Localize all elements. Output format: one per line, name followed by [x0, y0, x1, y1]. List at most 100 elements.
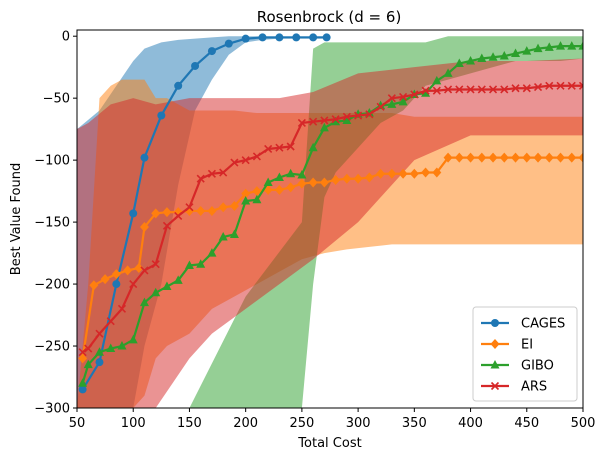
x-tick-label: 350 — [402, 416, 427, 431]
y-tick-label: 0 — [62, 30, 70, 45]
data-point-ei — [134, 262, 144, 273]
series-line-gibo — [81, 45, 583, 384]
y-axis: 0 −50 −100 −150 −200 −250 −300 — [34, 30, 77, 417]
data-point-ars — [331, 115, 340, 124]
data-point-cages — [112, 280, 121, 289]
data-point-ei — [477, 152, 487, 163]
legend-label-gibo: GIBO — [521, 359, 554, 374]
data-point-ars — [545, 81, 554, 90]
data-point-ei — [488, 152, 498, 163]
data-point-gibo — [556, 41, 566, 50]
data-point-ei — [364, 172, 374, 183]
data-point-ei — [196, 205, 206, 216]
data-point-ei — [421, 167, 431, 178]
data-point-ars — [567, 81, 576, 90]
x-tick-label: 250 — [289, 416, 314, 431]
data-point-ei — [331, 174, 341, 185]
data-point-ei — [162, 207, 172, 218]
data-point-ei — [139, 222, 149, 233]
data-point-ei — [432, 167, 442, 178]
data-point-gibo — [106, 343, 116, 353]
x-axis-label: Total Cost — [297, 436, 361, 451]
data-point-ars — [117, 304, 127, 313]
data-point-gibo — [162, 281, 172, 291]
legend-label-ei: EI — [521, 338, 533, 353]
legend-marker-ei — [490, 339, 500, 349]
x-tick-label: 500 — [571, 416, 595, 431]
data-point-ars — [466, 85, 475, 94]
series-line-ei — [81, 156, 583, 359]
series-lines — [78, 33, 583, 394]
data-point-gibo — [151, 287, 161, 297]
y-tick-label: −300 — [34, 402, 70, 417]
data-point-gibo — [196, 259, 206, 268]
data-point-gibo — [218, 231, 228, 241]
data-point-gibo — [83, 359, 93, 369]
data-point-cages — [191, 61, 200, 70]
plot-frame — [76, 29, 584, 409]
data-point-ars — [129, 280, 138, 289]
chart-title: Rosenbrock (d = 6) — [257, 8, 402, 26]
data-point-ars — [320, 116, 329, 125]
data-point-ars — [578, 81, 583, 90]
data-point-cages — [157, 111, 166, 120]
data-point-gibo — [522, 46, 532, 55]
data-point-gibo — [207, 248, 217, 257]
data-point-ei — [89, 280, 99, 291]
data-point-gibo — [229, 229, 239, 238]
x-tick-label: 400 — [458, 416, 483, 431]
confidence-bands — [77, 36, 583, 408]
data-point-ars — [185, 203, 194, 212]
data-point-ars — [410, 90, 419, 99]
data-point-gibo — [308, 142, 318, 152]
legend-marker-gibo — [490, 360, 500, 369]
data-point-gibo — [274, 172, 284, 181]
series-line-ars — [82, 84, 583, 354]
data-point-gibo — [241, 196, 251, 205]
data-point-ei — [533, 152, 543, 163]
x-tick-label: 150 — [177, 416, 202, 431]
data-point-gibo — [173, 275, 183, 284]
data-point-ei — [308, 177, 318, 188]
data-point-ei — [319, 177, 329, 188]
data-point-cages — [174, 81, 183, 90]
x-axis: 50 100 150 200 250 300 350 400 450 500 — [69, 408, 595, 431]
data-point-ars — [399, 92, 408, 101]
data-point-ars — [230, 158, 239, 167]
data-point-ars — [78, 348, 87, 357]
data-point-ars — [196, 174, 205, 183]
data-point-ars — [174, 211, 183, 220]
data-point-ei — [123, 265, 133, 276]
data-point-gibo — [297, 170, 307, 179]
data-point-ars — [106, 317, 115, 326]
data-point-cages — [309, 33, 318, 42]
data-point-gibo — [128, 334, 138, 344]
data-point-gibo — [252, 194, 262, 204]
legend-label-cages: CAGES — [521, 317, 565, 332]
data-point-ei — [252, 186, 262, 197]
data-point-cages — [95, 358, 104, 367]
x-tick-label: 300 — [346, 416, 371, 431]
data-point-gibo — [331, 116, 341, 126]
y-tick-label: −100 — [34, 154, 70, 169]
series-line-cages — [81, 36, 327, 390]
data-point-ei — [466, 152, 476, 163]
data-point-cages — [275, 33, 284, 42]
data-point-ars — [84, 344, 93, 353]
data-point-ei — [297, 178, 307, 189]
data-point-ei — [151, 208, 161, 219]
x-tick-label: 100 — [121, 416, 146, 431]
data-point-ei — [342, 173, 352, 184]
data-point-gibo — [184, 260, 194, 269]
data-point-ars — [309, 117, 318, 126]
data-point-ars — [297, 118, 306, 128]
legend: CAGES EI GIBO ARS — [472, 306, 578, 402]
data-point-ei — [111, 269, 121, 280]
data-point-gibo — [139, 297, 149, 307]
data-point-gibo — [578, 41, 583, 50]
data-point-ars — [342, 112, 351, 121]
data-point-ei — [578, 152, 583, 163]
data-point-cages — [292, 33, 301, 42]
data-point-ei — [567, 152, 577, 163]
